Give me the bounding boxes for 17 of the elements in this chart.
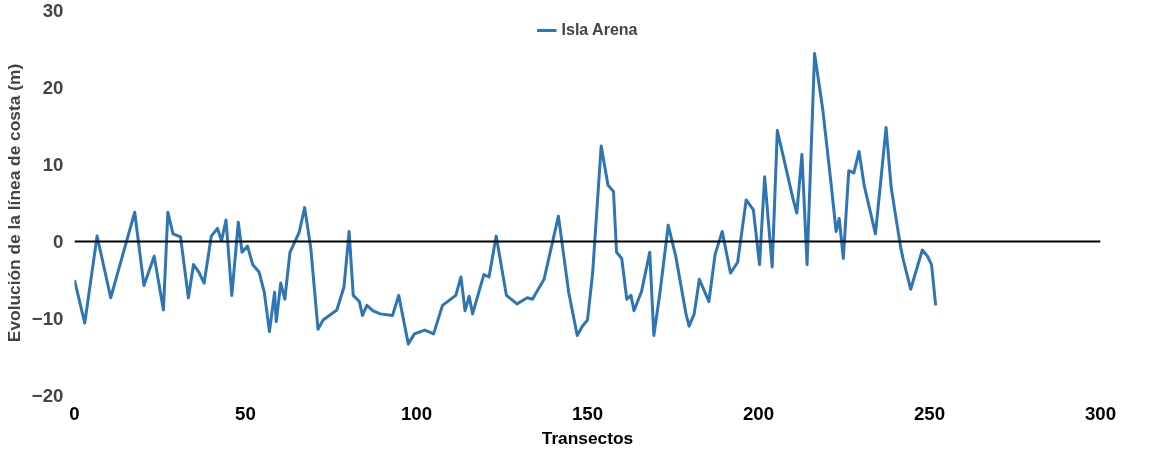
x-tick-label: 300 (1084, 402, 1117, 424)
y-tick-label: 30 (42, 0, 64, 21)
y-tick-label: 0 (53, 231, 64, 252)
x-tick-label: 50 (235, 402, 256, 424)
y-axis-title: Evolución de la línea de costa (m) (3, 63, 24, 343)
y-tick-label: −10 (31, 308, 64, 329)
y-tick-label: 20 (42, 77, 64, 98)
x-tick-label: 150 (571, 402, 604, 424)
x-tick-label: 100 (400, 402, 433, 424)
line-series (74, 52, 938, 346)
legend-label: Isla Arena (561, 21, 638, 39)
x-axis-title: Transectos (541, 427, 634, 448)
x-tick-label: 200 (742, 402, 775, 424)
x-tick-label: 0 (69, 402, 80, 424)
x-tick-label: 250 (913, 402, 946, 424)
y-tick-label: 10 (42, 154, 64, 175)
y-tick-label: −20 (31, 385, 64, 406)
